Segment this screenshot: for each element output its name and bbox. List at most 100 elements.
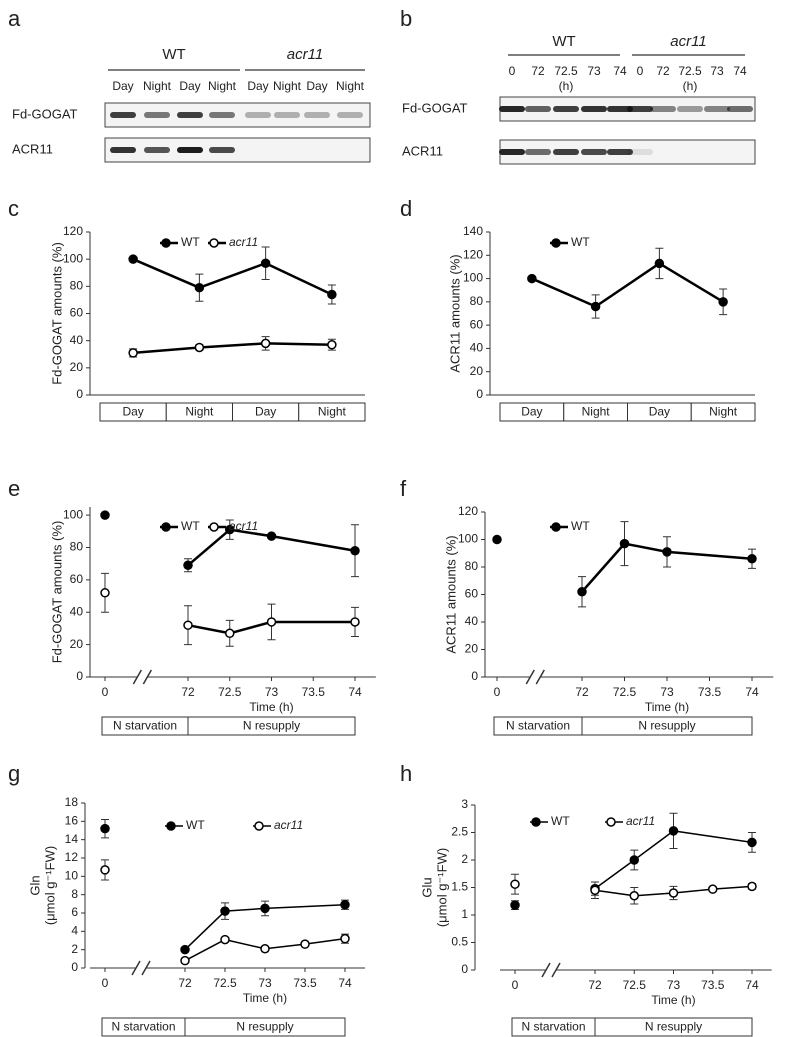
condition-label: Day (255, 405, 276, 419)
legend-marker (161, 522, 171, 532)
row-label: Fd-GOGAT (402, 100, 468, 115)
legend-marker (209, 522, 219, 532)
lane-label: 72 (531, 64, 545, 78)
group-label: acr11 (670, 33, 706, 50)
axis-break (535, 669, 545, 685)
panel-label: c (8, 196, 19, 221)
data-point (492, 534, 502, 545)
y-tick-label: 0 (76, 387, 83, 401)
axis-break (131, 960, 141, 976)
legend-marker (606, 817, 616, 827)
blot-band (499, 149, 525, 155)
data-point (662, 547, 672, 557)
y-axis-label: ACR11 amounts (%) (443, 535, 458, 653)
x-tick-label: 0 (102, 976, 109, 990)
data-point (128, 254, 138, 264)
lane-label: Night (143, 79, 172, 93)
blot-band (581, 106, 607, 112)
axis-break (142, 669, 153, 685)
y-tick-label: 3 (461, 797, 468, 811)
y-tick-label: 1.5 (451, 880, 468, 894)
condition-label: N resupply (236, 1020, 293, 1034)
row-label: ACR11 (12, 141, 53, 156)
blot-band (274, 112, 300, 118)
data-point (100, 510, 110, 520)
data-point (128, 348, 138, 358)
data-point (180, 955, 190, 966)
y-axis-label: (μmol g⁻¹FW) (42, 846, 57, 925)
y-tick-label: 0.5 (451, 935, 468, 949)
y-tick-label: 18 (65, 795, 79, 809)
data-point (225, 524, 235, 535)
blot-band (110, 147, 136, 153)
condition-box (690, 402, 756, 422)
data-point (194, 282, 205, 293)
condition-label: Day (122, 405, 143, 419)
y-tick-label: 40 (470, 341, 484, 355)
data-point (629, 855, 639, 865)
blot-band (177, 147, 203, 153)
data-point (340, 900, 350, 910)
blot-band (553, 149, 579, 155)
condition-label: Night (709, 405, 738, 419)
x-tick-label: 72.5 (213, 976, 237, 990)
blot-band (245, 112, 271, 118)
blot-band (337, 112, 363, 118)
x-axis-label: Time (h) (645, 700, 689, 714)
lane-label: 73 (710, 64, 724, 78)
x-tick-label: 74 (348, 685, 362, 699)
series-line (594, 830, 753, 890)
blot-band (177, 112, 203, 118)
y-tick-label: 0 (471, 669, 478, 683)
data-point (183, 560, 193, 571)
series-line (581, 542, 753, 593)
data-point (260, 338, 271, 349)
data-point (100, 588, 110, 598)
legend-marker (254, 821, 264, 831)
x-tick-label: 73.5 (293, 976, 317, 990)
legend-marker (551, 522, 561, 532)
x-tick-label: 72 (575, 685, 589, 699)
legend-marker (166, 821, 176, 831)
data-point (266, 617, 277, 627)
condition-label: Day (649, 405, 670, 419)
data-point (327, 289, 337, 300)
row-label: Fd-GOGAT (12, 106, 78, 121)
data-point (260, 258, 271, 268)
legend-label: WT (186, 818, 205, 832)
x-tick-label: 0 (512, 978, 519, 992)
data-point (510, 900, 520, 910)
x-tick-label: 73 (265, 685, 279, 699)
x-tick-label: 73 (667, 978, 681, 992)
condition-label: N starvation (111, 1020, 175, 1034)
y-axis-label: (μmol g⁻¹FW) (434, 848, 449, 927)
y-tick-label: 100 (463, 271, 483, 285)
blot-band (727, 106, 753, 112)
y-tick-label: 0 (76, 669, 83, 683)
data-point (629, 891, 639, 901)
y-tick-label: 140 (463, 224, 483, 238)
axis-break (541, 962, 551, 978)
x-tick-label: 74 (745, 978, 759, 992)
y-tick-label: 120 (463, 247, 483, 261)
lane-label: Day (179, 79, 200, 93)
legend-label: WT (551, 814, 570, 828)
condition-label: Night (582, 405, 611, 419)
x-tick-label: 0 (494, 685, 501, 699)
lane-label: 74 (613, 64, 627, 78)
x-tick-label: 73 (660, 685, 674, 699)
y-axis-label: Glu (419, 877, 434, 897)
x-tick-label: 73.5 (698, 685, 722, 699)
lane-label: 73 (587, 64, 601, 78)
data-point (225, 628, 235, 639)
blot-band (525, 106, 551, 112)
y-tick-label: 2 (71, 942, 78, 956)
data-point (180, 944, 190, 955)
y-tick-label: 80 (70, 279, 84, 293)
series-line (132, 258, 333, 296)
legend-label: acr11 (626, 814, 655, 828)
y-axis-label: ACR11 amounts (%) (447, 254, 462, 372)
data-point (350, 545, 360, 556)
lane-label: Night (273, 79, 302, 93)
condition-label: N resupply (645, 1020, 702, 1034)
